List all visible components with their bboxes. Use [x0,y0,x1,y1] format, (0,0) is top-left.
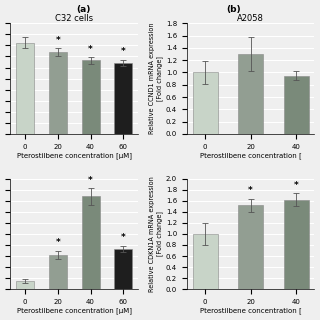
Bar [82,196,100,289]
Bar [16,43,34,134]
Bar [49,255,67,289]
Text: *: * [248,186,253,195]
Bar [193,234,218,289]
Bar [114,63,132,134]
Bar [284,76,308,134]
Text: (b): (b) [226,5,241,14]
X-axis label: Pterostilbene concentration [: Pterostilbene concentration [ [200,152,301,159]
Bar [16,281,34,289]
Bar [114,249,132,289]
Y-axis label: Relative CCND1 mRNA expression
[Fold change]: Relative CCND1 mRNA expression [Fold cha… [149,23,163,134]
Title: A2058: A2058 [237,13,264,22]
Bar [238,54,263,134]
Text: (a): (a) [76,5,90,14]
Bar [238,205,263,289]
Text: *: * [56,238,60,247]
Bar [49,52,67,134]
Text: *: * [88,176,93,185]
Bar [82,60,100,134]
Text: *: * [88,45,93,54]
Bar [284,200,308,289]
Bar [193,72,218,134]
Text: *: * [121,233,126,242]
Y-axis label: Relative CDKN1A mRNA expression
[Fold change]: Relative CDKN1A mRNA expression [Fold ch… [149,176,163,292]
Title: C32 cells: C32 cells [55,13,93,22]
Text: *: * [56,36,60,45]
X-axis label: Pterostilbene concentration [μM]: Pterostilbene concentration [μM] [17,308,132,315]
Text: *: * [294,181,299,190]
X-axis label: Pterostilbene concentration [: Pterostilbene concentration [ [200,308,301,315]
Text: *: * [121,47,126,57]
X-axis label: Pterostilbene concentration [μM]: Pterostilbene concentration [μM] [17,152,132,159]
